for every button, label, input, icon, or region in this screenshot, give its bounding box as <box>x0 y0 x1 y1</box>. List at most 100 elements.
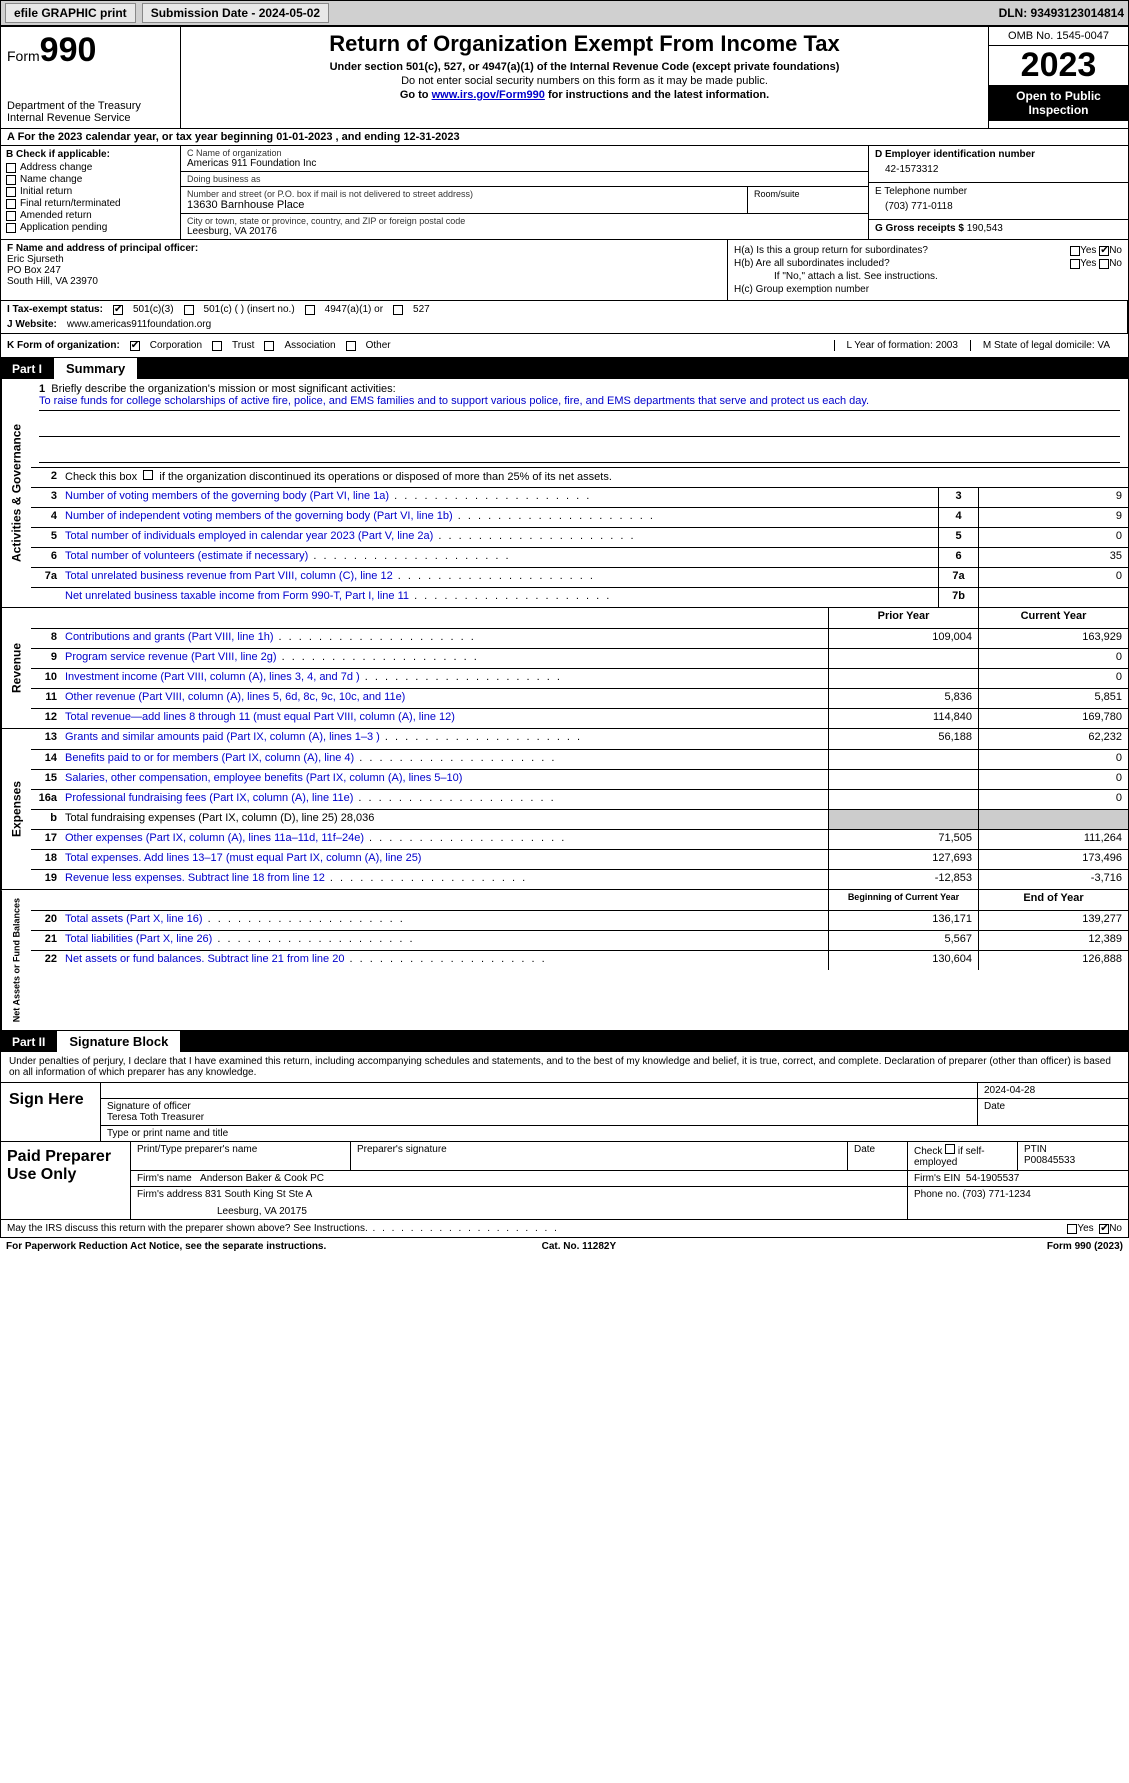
l4-val: 9 <box>978 508 1128 527</box>
firm-addr: 831 South King St Ste A <box>205 1189 312 1200</box>
l9-curr: 0 <box>978 649 1128 668</box>
line-21: 21Total liabilities (Part X, line 26)5,5… <box>31 930 1128 950</box>
discuss-no-cb[interactable] <box>1099 1224 1109 1234</box>
l14-prior <box>828 750 978 769</box>
line-13: 13Grants and similar amounts paid (Part … <box>31 729 1128 749</box>
sidebar-ag: Activities & Governance <box>1 379 31 607</box>
discuss-row: May the IRS discuss this return with the… <box>0 1220 1129 1238</box>
box-d: D Employer identification number 42-1573… <box>868 146 1128 239</box>
cb-name-change[interactable]: Name change <box>6 174 175 185</box>
ha-no-cb[interactable] <box>1099 246 1109 256</box>
cb-527[interactable] <box>393 305 403 315</box>
form-header: Form990 Department of the Treasury Inter… <box>0 26 1129 129</box>
sidebar-netassets: Net Assets or Fund Balances <box>1 890 31 1030</box>
l9-text: Program service revenue (Part VIII, line… <box>61 649 828 668</box>
l16a-prior <box>828 790 978 809</box>
line-16a: 16aProfessional fundraising fees (Part I… <box>31 789 1128 809</box>
efile-button[interactable]: efile GRAPHIC print <box>5 3 136 23</box>
l16b-curr <box>978 810 1128 829</box>
org-name-cell: C Name of organization Americas 911 Foun… <box>181 146 868 172</box>
l19-curr: -3,716 <box>978 870 1128 889</box>
l18-prior: 127,693 <box>828 850 978 869</box>
org-name: Americas 911 Foundation Inc <box>187 158 862 169</box>
cb-label: Address change <box>20 162 92 173</box>
cb-corp[interactable] <box>130 341 140 351</box>
l16a-text: Professional fundraising fees (Part IX, … <box>61 790 828 809</box>
cb-app-pending[interactable]: Application pending <box>6 222 175 233</box>
footer-right: Form 990 (2023) <box>1047 1241 1123 1252</box>
ha-label: H(a) Is this a group return for subordin… <box>734 245 1070 256</box>
cb-other[interactable] <box>346 341 356 351</box>
firm-name-label: Firm's name <box>137 1173 192 1184</box>
city-cell: City or town, state or province, country… <box>181 214 868 239</box>
l12-text: Total revenue—add lines 8 through 11 (mu… <box>61 709 828 728</box>
self-emp-label: Check if self-employed <box>914 1146 985 1168</box>
form-num: 990 <box>40 31 97 69</box>
l16a-curr: 0 <box>978 790 1128 809</box>
hb-yes-cb[interactable] <box>1070 259 1080 269</box>
discuss-yes: Yes <box>1077 1223 1093 1234</box>
l3-text: Number of voting members of the governin… <box>61 488 938 507</box>
l22-prior: 130,604 <box>828 951 978 970</box>
cb-assoc[interactable] <box>264 341 274 351</box>
cb-initial-return[interactable]: Initial return <box>6 186 175 197</box>
hb-label: H(b) Are all subordinates included? <box>734 258 1070 269</box>
cb-501c3[interactable] <box>113 305 123 315</box>
sign-here-block: Sign Here 2024-04-28 Signature of office… <box>0 1083 1129 1142</box>
header-title-block: Return of Organization Exempt From Incom… <box>181 27 988 128</box>
ha-yes-cb[interactable] <box>1070 246 1080 256</box>
blank-line <box>39 421 1120 437</box>
opt-other: Other <box>366 340 391 351</box>
col-ij: I Tax-exempt status: 501(c)(3) 501(c) ( … <box>1 301 1128 333</box>
firm-ein-label: Firm's EIN <box>914 1173 960 1184</box>
l8-prior: 109,004 <box>828 629 978 648</box>
topbar: efile GRAPHIC print Submission Date - 20… <box>0 0 1129 26</box>
no-label: No <box>1109 245 1122 256</box>
l21-curr: 12,389 <box>978 931 1128 950</box>
form-org-label: K Form of organization: <box>7 340 120 351</box>
opt-501c3: 501(c)(3) <box>133 304 174 315</box>
prep-date-label: Date <box>848 1142 908 1170</box>
street-value: 13630 Barnhouse Place <box>187 199 741 211</box>
cb-501c[interactable] <box>184 305 194 315</box>
ha-line: H(a) Is this a group return for subordin… <box>734 245 1122 256</box>
l13-curr: 62,232 <box>978 729 1128 749</box>
line-10: 10Investment income (Part VIII, column (… <box>31 668 1128 688</box>
officer-addr1: PO Box 247 <box>7 265 721 276</box>
line-1: 1 Briefly describe the organization's mi… <box>31 379 1128 467</box>
cb-discontinued[interactable] <box>143 470 153 480</box>
cb-final-return[interactable]: Final return/terminated <box>6 198 175 209</box>
l16b-prior <box>828 810 978 829</box>
cb-amended[interactable]: Amended return <box>6 210 175 221</box>
header-right: OMB No. 1545-0047 2023 Open to Public In… <box>988 27 1128 128</box>
street-row: Number and street (or P.O. box if mail i… <box>181 187 868 214</box>
irs-link[interactable]: www.irs.gov/Form990 <box>432 89 545 101</box>
l11-text: Other revenue (Part VIII, column (A), li… <box>61 689 828 708</box>
discuss-yes-cb[interactable] <box>1067 1224 1077 1234</box>
hb-note: If "No," attach a list. See instructions… <box>734 271 1122 282</box>
tax-year: 2023 <box>989 46 1128 85</box>
ag-content: 1 Briefly describe the organization's mi… <box>31 379 1128 607</box>
cb-self-employed[interactable] <box>945 1144 955 1154</box>
mission-label: Briefly describe the organization's miss… <box>51 383 395 395</box>
discuss-text: May the IRS discuss this return with the… <box>7 1223 1067 1234</box>
l20-text: Total assets (Part X, line 16) <box>61 911 828 930</box>
prep-row-3: Firm's address 831 South King St Ste A L… <box>131 1187 1128 1219</box>
beg-year-hdr: Beginning of Current Year <box>828 890 978 910</box>
l7b-text: Net unrelated business taxable income fr… <box>61 588 938 607</box>
hb-no-cb[interactable] <box>1099 259 1109 269</box>
l19-text: Revenue less expenses. Subtract line 18 … <box>61 870 828 889</box>
cb-label: Final return/terminated <box>20 198 121 209</box>
footer-mid: Cat. No. 11282Y <box>542 1241 616 1252</box>
cb-trust[interactable] <box>212 341 222 351</box>
sig-officer-label: Signature of officer <box>107 1101 971 1112</box>
hc-line: H(c) Group exemption number <box>734 284 1122 295</box>
cb-address-change[interactable]: Address change <box>6 162 175 173</box>
box-b: B Check if applicable: Address change Na… <box>1 146 181 239</box>
no-label: No <box>1109 258 1122 269</box>
line-9: 9Program service revenue (Part VIII, lin… <box>31 648 1128 668</box>
revenue-content: Prior YearCurrent Year 8Contributions an… <box>31 608 1128 728</box>
cb-4947[interactable] <box>305 305 315 315</box>
officer-name: Eric Sjurseth <box>7 254 721 265</box>
line-15: 15Salaries, other compensation, employee… <box>31 769 1128 789</box>
